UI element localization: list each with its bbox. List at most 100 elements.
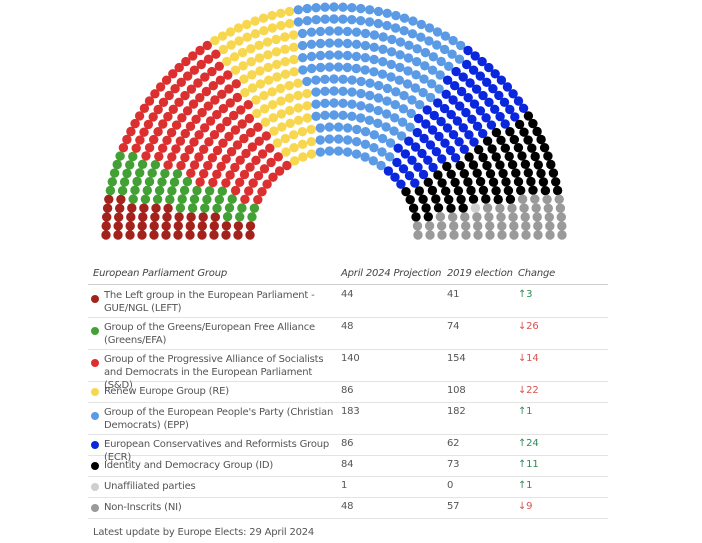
seat-id — [427, 185, 438, 196]
seat-greens — [117, 186, 128, 196]
seat-sd — [166, 127, 177, 138]
seat-sd — [215, 75, 226, 85]
seat-greens — [132, 176, 142, 187]
seat-id — [481, 194, 491, 204]
seat-sd — [205, 116, 216, 126]
seat-ecr — [505, 104, 515, 115]
seat-epp — [391, 10, 401, 21]
seat-ecr — [500, 119, 510, 129]
seat-id — [523, 111, 534, 121]
seat-sd — [118, 143, 129, 153]
seat-re — [293, 103, 304, 113]
table-row-unaff: Unaffiliated parties 1 0 ↑1 — [88, 476, 608, 498]
seat-ecr — [494, 90, 504, 101]
seat-re — [272, 72, 282, 82]
seat-epp — [390, 113, 400, 123]
seat-sd — [163, 160, 173, 170]
seat-ni — [448, 212, 458, 222]
seat-epp — [407, 95, 417, 105]
seat-sd — [126, 126, 136, 137]
seat-epp — [405, 122, 415, 132]
seat-epp — [369, 143, 379, 153]
seat-left — [233, 230, 243, 240]
seat-sd — [189, 160, 200, 170]
seat-ecr — [461, 107, 471, 118]
seat-id — [408, 203, 419, 213]
seat-epp — [399, 26, 409, 36]
seat-sd — [161, 75, 172, 85]
seat-re — [263, 62, 273, 73]
seat-epp — [456, 40, 466, 51]
seat-id — [464, 152, 474, 162]
seat-sd — [168, 69, 178, 79]
seat-epp — [315, 147, 326, 157]
seat-re — [293, 78, 303, 88]
seat-epp — [311, 15, 321, 25]
seat-sd — [212, 169, 222, 179]
seat-epp — [360, 65, 370, 75]
seat-sd — [203, 160, 213, 171]
seat-greens — [167, 186, 177, 196]
seat-epp — [347, 87, 357, 97]
seat-sd — [262, 179, 272, 189]
seat-ecr — [495, 111, 505, 122]
seat-left — [173, 230, 183, 240]
seat-greens — [237, 203, 247, 213]
seat-re — [289, 54, 299, 65]
election-2019-value: 41 — [447, 289, 460, 300]
seat-id — [411, 212, 421, 222]
seat-re — [302, 113, 312, 123]
seat-epp — [306, 51, 317, 62]
seat-epp — [342, 62, 353, 73]
seat-sd — [141, 151, 151, 161]
seat-ecr — [463, 93, 473, 103]
seat-epp — [399, 90, 409, 101]
seat-re — [289, 42, 299, 52]
seat-id — [491, 152, 501, 162]
seat-greens — [140, 194, 151, 204]
seat-ecr — [469, 137, 479, 147]
seat-epp — [333, 38, 344, 48]
seat-epp — [419, 74, 429, 84]
change-value: ↓14 — [518, 353, 539, 364]
seat-epp — [439, 44, 450, 55]
seat-id — [530, 151, 540, 162]
seat-sd — [261, 131, 272, 141]
seat-epp — [386, 72, 396, 82]
seat-left — [209, 230, 219, 240]
seat-epp — [368, 156, 378, 166]
seat-re — [285, 105, 295, 116]
seat-epp — [333, 134, 344, 144]
seat-epp — [369, 54, 379, 65]
seat-ecr — [481, 113, 491, 123]
seat-epp — [440, 31, 451, 41]
seat-ecr — [484, 97, 494, 108]
seat-sd — [170, 84, 180, 94]
seat-epp — [435, 70, 445, 80]
seat-sd — [153, 104, 163, 115]
seat-greens — [137, 159, 148, 169]
seat-sd — [199, 144, 209, 154]
seat-id — [437, 178, 447, 188]
seat-greens — [119, 177, 130, 187]
table-row-greens: Group of the Greens/European Free Allian… — [88, 317, 608, 350]
seat-re — [289, 130, 299, 140]
seat-re — [210, 35, 220, 46]
election-2019-value: 0 — [447, 480, 454, 491]
seat-sd — [167, 152, 177, 162]
seat-ni — [497, 221, 507, 231]
seat-sd — [180, 90, 190, 101]
seat-sd — [180, 128, 190, 139]
seat-epp — [378, 44, 388, 54]
seat-id — [548, 168, 559, 178]
seat-epp — [373, 118, 383, 128]
seat-ecr — [478, 128, 488, 139]
legend-dot-re — [91, 388, 99, 396]
seat-sd — [245, 162, 255, 172]
seat-ecr — [496, 75, 507, 85]
seat-id — [513, 143, 524, 153]
seat-epp — [347, 111, 357, 122]
seat-greens — [109, 168, 120, 178]
seat-greens — [112, 159, 122, 170]
seat-epp — [352, 124, 362, 135]
